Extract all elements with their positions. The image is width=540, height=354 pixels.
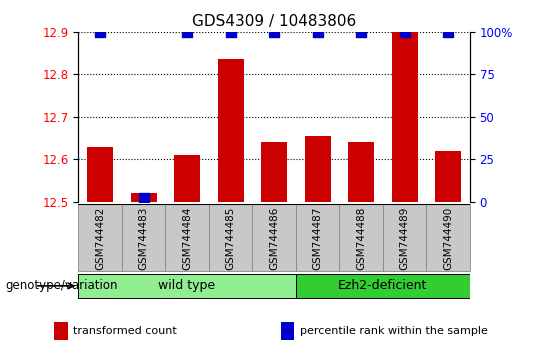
Bar <box>87 147 113 202</box>
Text: GSM744485: GSM744485 <box>226 207 235 270</box>
Text: percentile rank within the sample: percentile rank within the sample <box>300 326 488 336</box>
Bar <box>305 136 330 202</box>
Text: GSM744482: GSM744482 <box>95 207 105 270</box>
Point <box>183 29 191 35</box>
Title: GDS4309 / 10483806: GDS4309 / 10483806 <box>192 14 356 29</box>
Text: GSM744490: GSM744490 <box>443 207 453 270</box>
Bar <box>261 142 287 202</box>
Point <box>313 29 322 35</box>
Bar <box>296 204 339 271</box>
Point <box>444 29 453 35</box>
Bar <box>218 59 244 202</box>
Text: wild type: wild type <box>158 279 215 292</box>
Text: GSM744483: GSM744483 <box>139 207 148 270</box>
Bar <box>296 274 470 298</box>
Bar <box>78 204 122 271</box>
Text: GSM744488: GSM744488 <box>356 207 366 270</box>
Point <box>96 29 104 35</box>
Bar <box>209 204 252 271</box>
Text: Ezh2-deficient: Ezh2-deficient <box>338 279 428 292</box>
Point <box>357 29 366 35</box>
Bar <box>131 193 157 202</box>
Bar <box>78 274 296 298</box>
Bar <box>281 322 294 340</box>
Bar <box>392 32 417 202</box>
Point <box>400 29 409 35</box>
Text: GSM744489: GSM744489 <box>400 207 409 270</box>
Bar <box>435 151 461 202</box>
Text: GSM744487: GSM744487 <box>313 207 322 270</box>
Bar <box>54 322 68 340</box>
Bar <box>174 155 200 202</box>
Bar <box>165 204 209 271</box>
Bar <box>252 204 296 271</box>
Text: GSM744484: GSM744484 <box>182 207 192 270</box>
Text: GSM744486: GSM744486 <box>269 207 279 270</box>
Text: genotype/variation: genotype/variation <box>5 279 118 292</box>
Bar <box>339 204 383 271</box>
Bar <box>122 204 165 271</box>
Point <box>226 29 235 35</box>
Point <box>139 195 148 201</box>
Bar <box>426 204 470 271</box>
Bar <box>348 142 374 202</box>
Bar <box>383 204 426 271</box>
Point <box>270 29 279 35</box>
Text: transformed count: transformed count <box>73 326 177 336</box>
